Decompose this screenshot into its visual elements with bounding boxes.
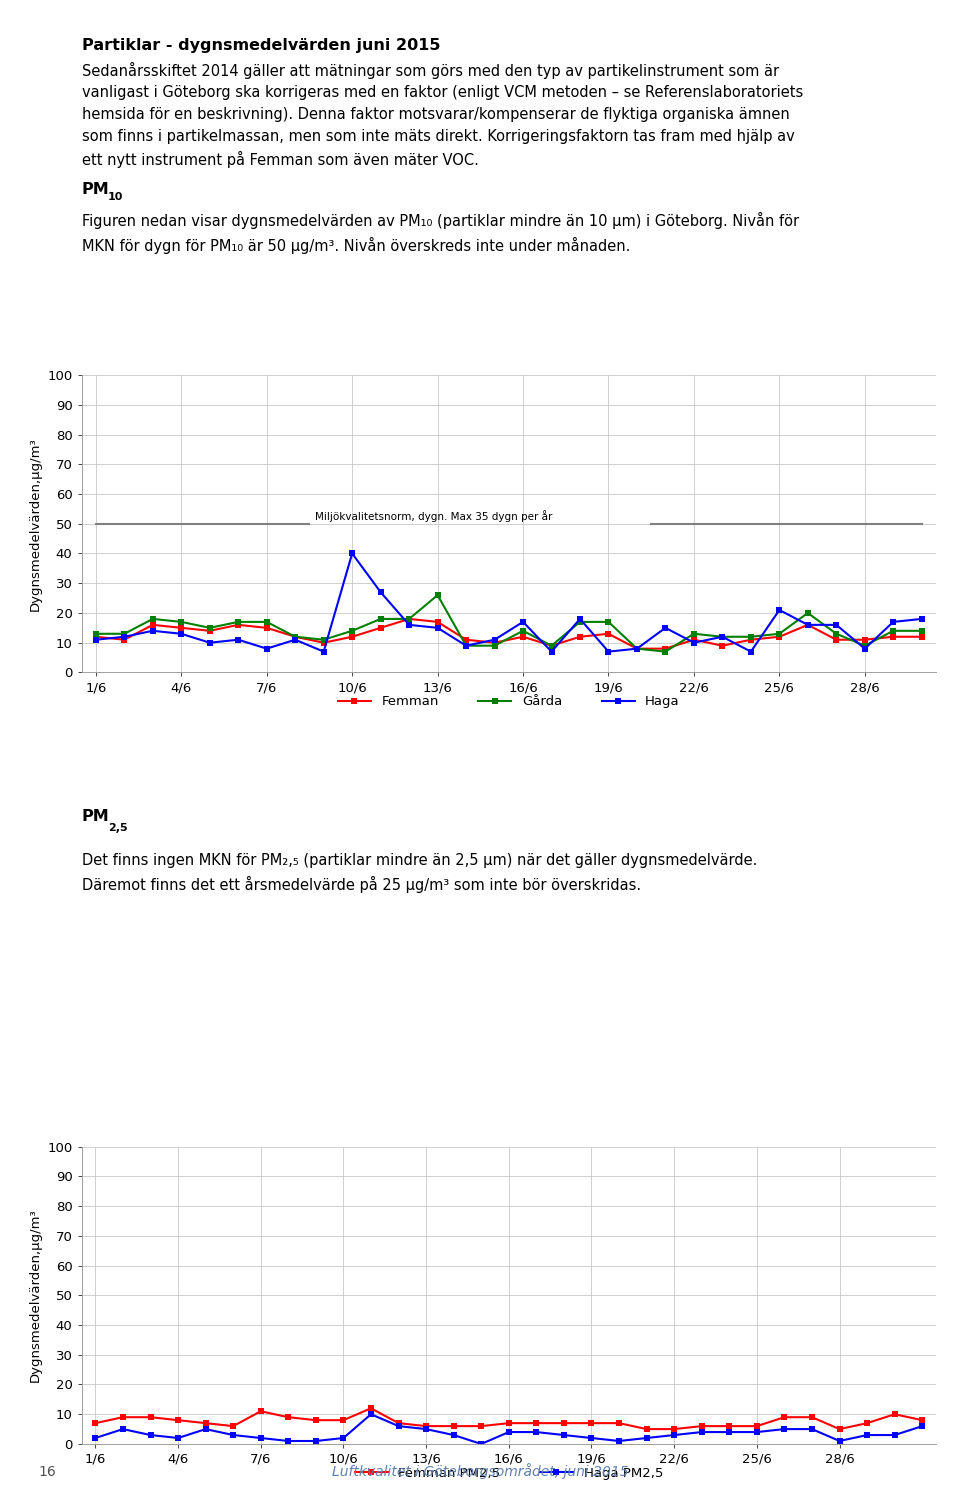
Text: PM: PM (82, 809, 109, 824)
Text: 16: 16 (38, 1465, 56, 1479)
Text: 2,5: 2,5 (108, 824, 128, 833)
Text: Partiklar - dygnsmedelvärden juni 2015: Partiklar - dygnsmedelvärden juni 2015 (82, 38, 440, 53)
Text: Miljökvalitetsnorm, dygn. Max 35 dygn per år: Miljökvalitetsnorm, dygn. Max 35 dygn pe… (315, 511, 553, 522)
Text: PM: PM (82, 181, 109, 197)
Text: Sedanårsskiftet 2014 gäller att mätningar som görs med den typ av partikelinstru: Sedanårsskiftet 2014 gäller att mätninga… (82, 62, 803, 168)
Legend: Femman, Gårda, Haga: Femman, Gårda, Haga (332, 689, 685, 714)
Text: Det finns ingen MKN för PM₂,₅ (partiklar mindre än 2,5 μm) när det gäller dygnsm: Det finns ingen MKN för PM₂,₅ (partiklar… (82, 853, 757, 894)
Text: 10: 10 (108, 192, 124, 203)
Y-axis label: Dygnsmedelvärden,μg/m³: Dygnsmedelvärden,μg/m³ (29, 437, 42, 611)
Legend: Femman PM2,5, Haga PM2,5: Femman PM2,5, Haga PM2,5 (349, 1462, 668, 1485)
Y-axis label: Dygnsmedelvärden,μg/m³: Dygnsmedelvärden,μg/m³ (29, 1208, 42, 1382)
Text: Luftkvalitet i Göteborgsområdet, juni 2015: Luftkvalitet i Göteborgsområdet, juni 20… (332, 1462, 628, 1479)
Text: Figuren nedan visar dygnsmedelvärden av PM₁₀ (partiklar mindre än 10 μm) i Göteb: Figuren nedan visar dygnsmedelvärden av … (82, 212, 799, 254)
